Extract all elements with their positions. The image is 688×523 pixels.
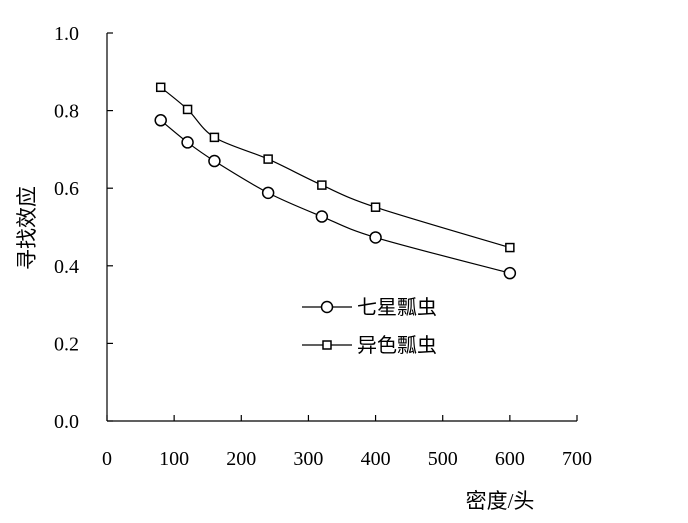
y-axis-label: 寻找效应 <box>15 186 39 270</box>
x-tick-label: 100 <box>159 448 189 470</box>
legend-item: 七星瓢虫 <box>302 296 437 319</box>
x-tick-label: 400 <box>361 448 391 470</box>
legend-item: 异色瓢虫 <box>302 334 437 357</box>
legend-marker <box>322 340 332 350</box>
square-marker <box>370 202 381 212</box>
square-marker <box>182 104 193 115</box>
legend-label: 七星瓢虫 <box>357 296 437 319</box>
series-line <box>160 86 511 249</box>
circle-marker <box>315 210 329 223</box>
square-marker <box>263 154 273 164</box>
x-tick-label: 200 <box>226 448 256 470</box>
y-tick-label: 1.0 <box>54 23 79 45</box>
series-1 <box>154 114 517 280</box>
x-tick-label: 500 <box>428 448 458 470</box>
circle-marker <box>261 186 275 200</box>
circle-marker <box>208 154 221 168</box>
series-line <box>160 119 511 274</box>
legend-marker <box>320 300 334 314</box>
y-tick-label: 0.4 <box>54 256 79 278</box>
x-axis-ticks: 0 100 200 300 400 500 600 700 <box>102 415 592 470</box>
square-marker <box>155 82 166 93</box>
circle-marker <box>369 231 382 244</box>
circle-marker <box>154 114 167 127</box>
y-tick-label: 0.6 <box>54 178 79 200</box>
y-tick-label: 0.0 <box>54 411 79 433</box>
x-tick-label: 300 <box>293 448 323 470</box>
x-tick-label: 700 <box>562 448 592 470</box>
series-2 <box>155 82 515 253</box>
square-marker <box>505 242 515 253</box>
axes <box>106 33 577 422</box>
y-tick-label: 0.2 <box>54 333 79 355</box>
y-axis-ticks: 0.0 0.2 0.4 0.6 0.8 1.0 <box>54 23 113 433</box>
x-tick-label: 0 <box>102 448 112 470</box>
circle-marker <box>181 136 194 149</box>
plot-area <box>154 82 517 280</box>
x-tick-label: 600 <box>495 448 525 470</box>
circle-marker <box>503 266 517 280</box>
square-marker <box>317 180 327 190</box>
y-tick-label: 0.8 <box>54 101 79 123</box>
x-axis-label: 密度/头 <box>466 489 535 513</box>
legend-label: 异色瓢虫 <box>357 334 437 357</box>
square-marker <box>209 132 220 143</box>
